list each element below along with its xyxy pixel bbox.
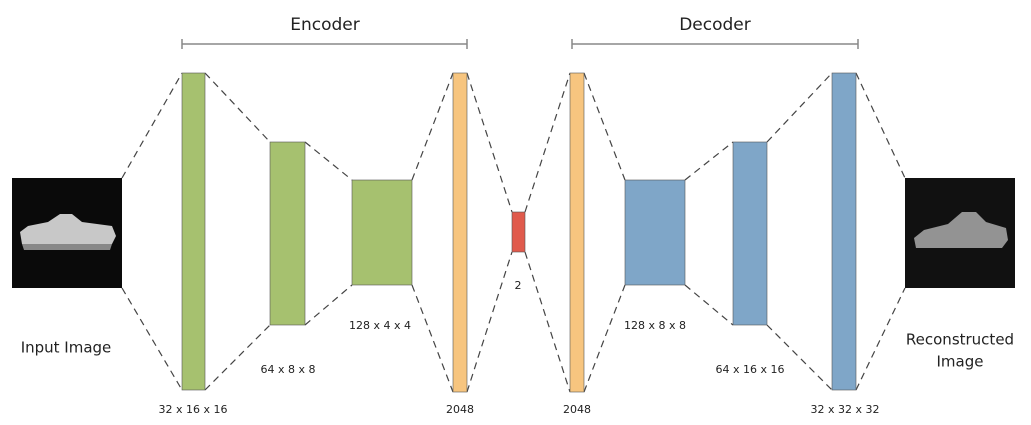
connector: [685, 285, 733, 325]
connector: [584, 285, 625, 392]
layer-block: [453, 73, 467, 392]
encoder-label: Encoder: [290, 15, 360, 35]
connector: [856, 73, 905, 178]
layer-label: 64 x 8 x 8: [261, 363, 316, 376]
connector: [767, 325, 832, 390]
layer-label: 64 x 16 x 16: [716, 363, 785, 376]
diagram: Encoder Decoder Input Image Reconstructe…: [0, 0, 1031, 421]
connector: [467, 252, 512, 392]
layer-label: 32 x 16 x 16: [159, 403, 228, 416]
connector: [685, 142, 733, 180]
layer-label: 32 x 32 x 32: [811, 403, 880, 416]
connector: [205, 325, 270, 390]
decoder-label: Decoder: [679, 15, 751, 35]
connector: [412, 73, 453, 180]
connector: [305, 142, 352, 180]
layer-block: [270, 142, 305, 325]
connector: [205, 73, 270, 142]
layer-block: [182, 73, 205, 390]
layer-block: [570, 73, 584, 392]
decoder-bracket: [572, 39, 858, 49]
layer-label: 2048: [563, 403, 591, 416]
layer-block: [512, 212, 525, 252]
connector: [412, 285, 453, 392]
layer-block: [352, 180, 412, 285]
connector: [467, 73, 512, 212]
connector: [767, 73, 832, 142]
output-image: [905, 178, 1015, 288]
layer-block: [625, 180, 685, 285]
encoder-bracket: [182, 39, 467, 49]
connector: [305, 285, 352, 325]
output-label: Reconstructed: [906, 331, 1014, 349]
input-image: [12, 178, 122, 288]
connector: [525, 252, 570, 392]
layer-label: 2: [515, 279, 522, 292]
layer-block: [733, 142, 767, 325]
connector: [122, 288, 182, 390]
output-label: Image: [937, 353, 984, 371]
layer-label: 2048: [446, 403, 474, 416]
layer-label: 128 x 8 x 8: [624, 319, 686, 332]
page: {"sections": {"encoder": "Encoder", "dec…: [0, 0, 1031, 421]
connector: [856, 288, 905, 390]
layer-block: [832, 73, 856, 390]
input-label: Input Image: [21, 339, 112, 357]
layer-label: 128 x 4 x 4: [349, 319, 411, 332]
connector: [525, 73, 570, 212]
connector: [122, 73, 182, 178]
connector: [584, 73, 625, 180]
